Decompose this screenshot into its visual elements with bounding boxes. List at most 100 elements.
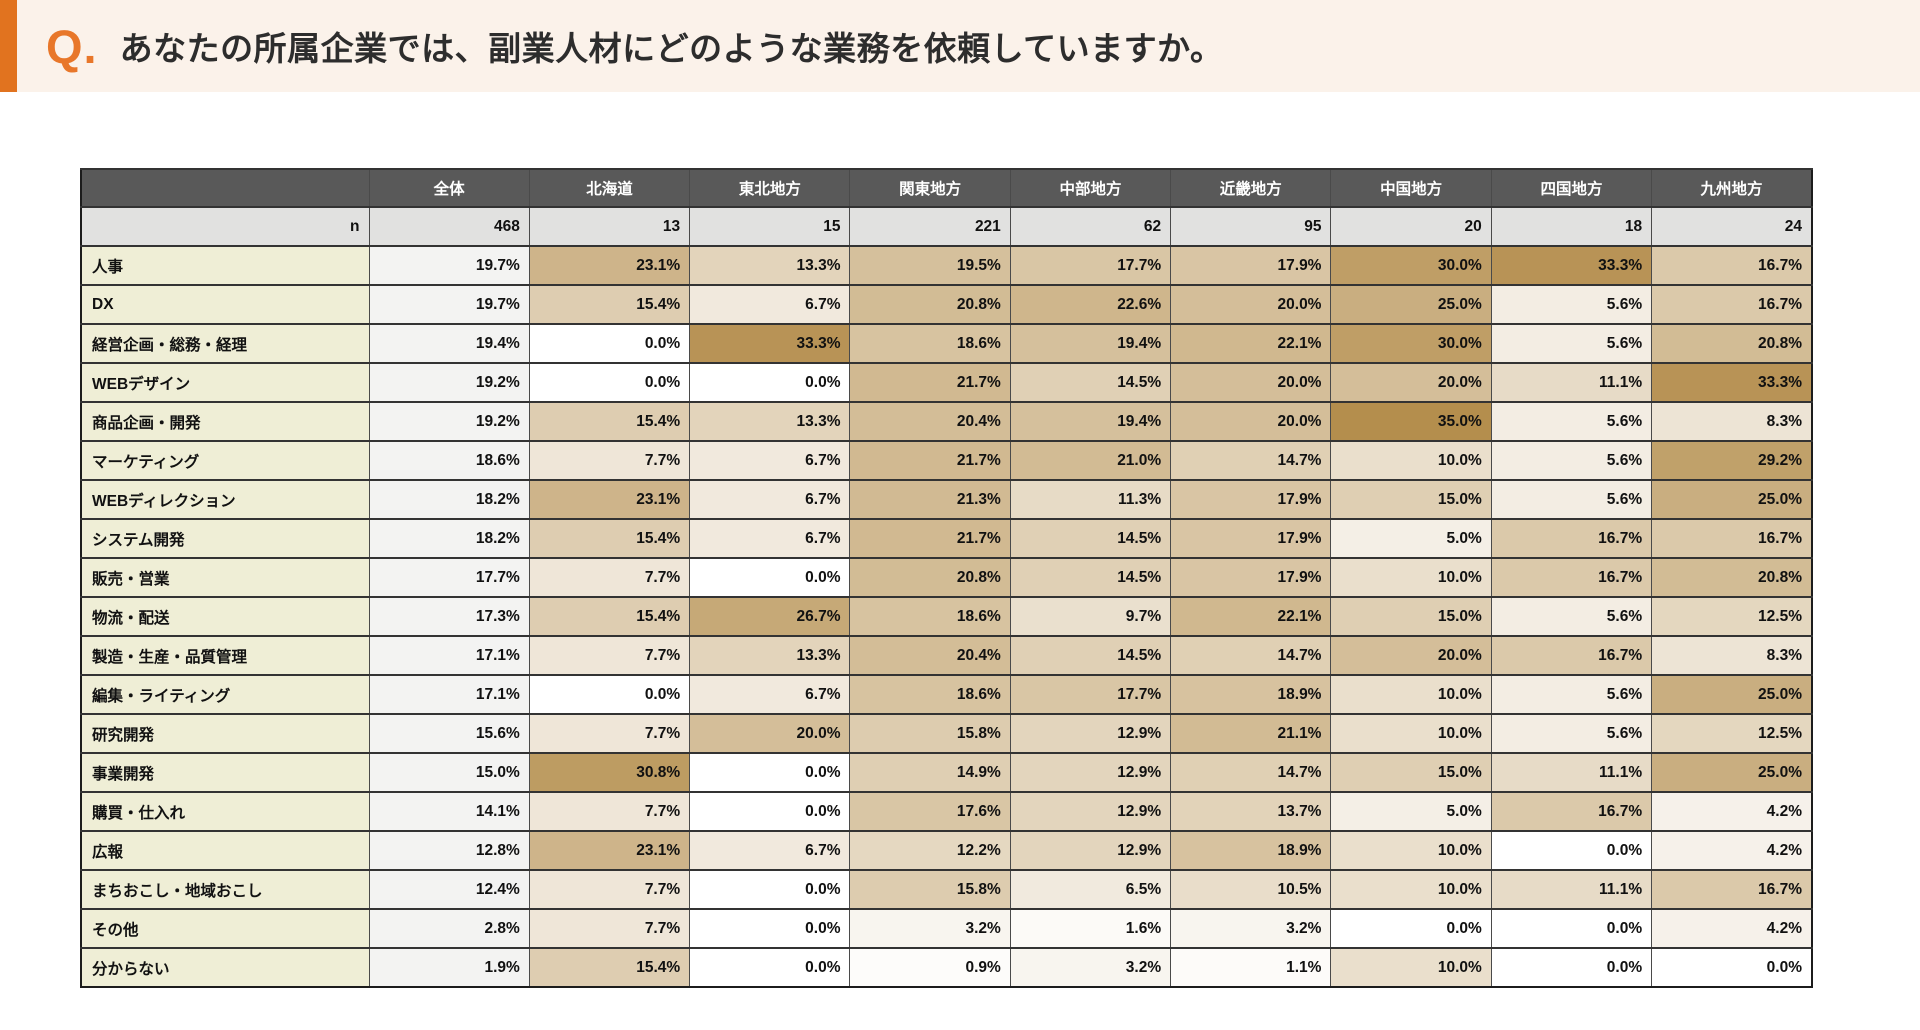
region-value-cell: 10.0% — [1330, 674, 1492, 714]
region-value-cell: 11.1% — [1490, 869, 1652, 909]
row-label: 販売・営業 — [80, 557, 369, 597]
total-value-cell: 17.1% — [368, 674, 530, 714]
table-row: システム開発 18.2% 15.4% 6.7% 21.7% 14.5% 17.9% 5.0% 1… — [80, 518, 1812, 558]
region-value-cell: 10.0% — [1330, 440, 1492, 480]
table-row: 購買・仕入れ 14.1% 7.7% 0.0% 17.6% 12.9% 13.7% 5.0% 16… — [80, 791, 1812, 831]
region-value-cell: 9.7% — [1009, 596, 1171, 636]
region-value-cell: 20.4% — [849, 401, 1011, 441]
total-value-cell: 15.6% — [368, 713, 530, 753]
region-value-cell: 22.1% — [1170, 323, 1331, 363]
region-value-cell: 12.9% — [1009, 752, 1171, 792]
region-value-cell: 0.0% — [689, 947, 850, 987]
row-label: システム開発 — [80, 518, 369, 558]
region-value-cell: 0.0% — [689, 752, 850, 792]
region-value-cell: 26.7% — [689, 596, 850, 636]
total-value-cell: 19.4% — [368, 323, 530, 363]
n-value: 13 — [528, 206, 690, 246]
region-value-cell: 15.4% — [528, 284, 690, 324]
row-label: 経営企画・総務・経理 — [80, 323, 369, 363]
region-value-cell: 10.0% — [1330, 869, 1492, 909]
region-value-cell: 19.4% — [1009, 401, 1171, 441]
total-value-cell: 18.2% — [368, 518, 530, 558]
region-value-cell: 6.5% — [1009, 869, 1171, 909]
region-value-cell: 17.9% — [1170, 245, 1331, 285]
column-header: 近畿地方 — [1170, 168, 1331, 207]
n-value: 18 — [1490, 206, 1652, 246]
region-value-cell: 21.3% — [849, 479, 1011, 519]
region-value-cell: 15.0% — [1330, 752, 1492, 792]
region-value-cell: 16.7% — [1651, 869, 1812, 909]
table-row: 分からない 1.9% 15.4% 0.0% 0.9% 3.2% 1.1% 10.0% 0.0% 0… — [80, 947, 1812, 987]
table-row: 販売・営業 17.7% 7.7% 0.0% 20.8% 14.5% 17.9% 10.0% 16… — [80, 557, 1812, 597]
region-value-cell: 6.7% — [689, 284, 850, 324]
total-value-cell: 18.2% — [368, 479, 530, 519]
question-title: あなたの所属企業では、副業人材にどのような業務を依頼していますか。 — [119, 30, 1224, 67]
survey-heatmap-table: 全体 北海道 東北地方 関東地方 中部地方 近畿地方 中国地方 四国地方 九州地方 n 468 13… — [80, 168, 1813, 988]
table-row: 製造・生産・品質管理 17.1% 7.7% 13.3% 20.4% 14.5% 14.7% 2… — [80, 635, 1812, 675]
region-value-cell: 5.6% — [1490, 440, 1652, 480]
table-row: WEBディレクション 18.2% 23.1% 6.7% 21.3% 11.3% 17.9% 1… — [80, 479, 1812, 519]
region-value-cell: 5.0% — [1330, 518, 1492, 558]
region-value-cell: 25.0% — [1651, 674, 1812, 714]
n-value: 221 — [849, 206, 1011, 246]
total-value-cell: 19.7% — [368, 245, 530, 285]
row-label: 購買・仕入れ — [80, 791, 369, 831]
region-value-cell: 16.7% — [1490, 635, 1652, 675]
total-value-cell: 14.1% — [368, 791, 530, 831]
region-value-cell: 21.7% — [849, 440, 1011, 480]
row-label: その他 — [80, 908, 369, 948]
region-value-cell: 20.0% — [1170, 284, 1331, 324]
n-value: 468 — [368, 206, 530, 246]
column-header: 中国地方 — [1330, 168, 1492, 207]
region-value-cell: 14.5% — [1009, 518, 1171, 558]
region-value-cell: 5.6% — [1490, 479, 1652, 519]
table-row: 経営企画・総務・経理 19.4% 0.0% 33.3% 18.6% 19.4% 22.1% 3… — [80, 323, 1812, 363]
region-value-cell: 0.0% — [528, 323, 690, 363]
total-value-cell: 19.7% — [368, 284, 530, 324]
region-value-cell: 5.6% — [1490, 674, 1652, 714]
table-header: 全体 北海道 東北地方 関東地方 中部地方 近畿地方 中国地方 四国地方 九州地方 — [80, 168, 1812, 207]
row-label: WEBディレクション — [80, 479, 369, 519]
region-value-cell: 0.0% — [689, 908, 850, 948]
region-value-cell: 8.3% — [1651, 635, 1812, 675]
region-value-cell: 6.7% — [689, 518, 850, 558]
region-value-cell: 13.3% — [689, 245, 850, 285]
region-value-cell: 12.9% — [1009, 713, 1171, 753]
region-value-cell: 1.1% — [1170, 947, 1331, 987]
region-value-cell: 15.4% — [528, 401, 690, 441]
region-value-cell: 20.0% — [1330, 635, 1492, 675]
region-value-cell: 23.1% — [528, 830, 690, 870]
total-value-cell: 17.1% — [368, 635, 530, 675]
region-value-cell: 15.0% — [1330, 479, 1492, 519]
row-label: 広報 — [80, 830, 369, 870]
region-value-cell: 0.0% — [1330, 908, 1492, 948]
region-value-cell: 0.0% — [689, 557, 850, 597]
table-row: WEBデザイン 19.2% 0.0% 0.0% 21.7% 14.5% 20.0% 20.0%… — [80, 362, 1812, 402]
region-value-cell: 30.0% — [1330, 323, 1492, 363]
region-value-cell: 20.8% — [1651, 323, 1812, 363]
row-label: WEBデザイン — [80, 362, 369, 402]
region-value-cell: 4.2% — [1651, 830, 1812, 870]
region-value-cell: 13.3% — [689, 635, 850, 675]
q-mark-label: Q. — [46, 19, 98, 73]
corner-cell — [80, 168, 369, 207]
table-row: 事業開発 15.0% 30.8% 0.0% 14.9% 12.9% 14.7% 15.0% 11… — [80, 752, 1812, 792]
region-value-cell: 0.0% — [1490, 830, 1652, 870]
region-value-cell: 10.0% — [1330, 830, 1492, 870]
total-value-cell: 15.0% — [368, 752, 530, 792]
region-value-cell: 25.0% — [1651, 479, 1812, 519]
column-header: 北海道 — [528, 168, 690, 207]
region-value-cell: 17.9% — [1170, 479, 1331, 519]
total-value-cell: 2.8% — [368, 908, 530, 948]
region-value-cell: 15.4% — [528, 518, 690, 558]
table-row: 商品企画・開発 19.2% 15.4% 13.3% 20.4% 19.4% 20.0% 35.… — [80, 401, 1812, 441]
column-header: 全体 — [368, 168, 530, 207]
region-value-cell: 5.6% — [1490, 284, 1652, 324]
region-value-cell: 14.5% — [1009, 362, 1171, 402]
region-value-cell: 33.3% — [1490, 245, 1652, 285]
region-value-cell: 17.7% — [1009, 674, 1171, 714]
region-value-cell: 10.0% — [1330, 713, 1492, 753]
region-value-cell: 21.1% — [1170, 713, 1331, 753]
region-value-cell: 22.6% — [1009, 284, 1171, 324]
region-value-cell: 4.2% — [1651, 791, 1812, 831]
